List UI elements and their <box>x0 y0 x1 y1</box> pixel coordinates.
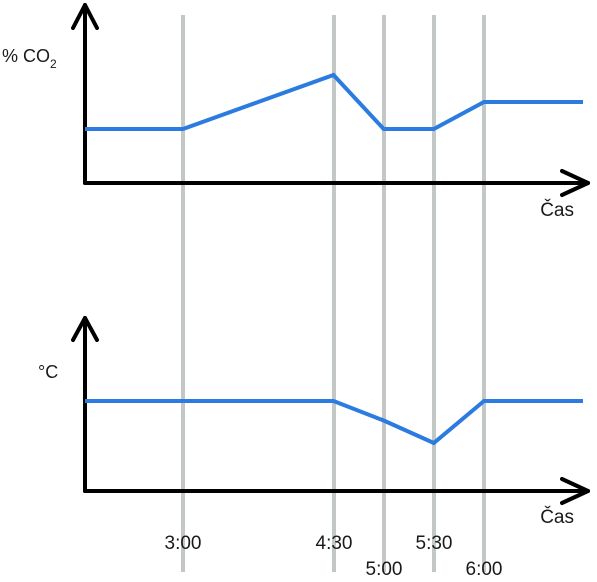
co2-x-axis-arrowhead <box>560 169 590 197</box>
temperature-series-line <box>85 399 583 446</box>
co2-x-label: Čas <box>540 199 574 221</box>
temp-x-axis-arrowhead <box>560 477 590 505</box>
temp-y-axis-arrowhead <box>71 316 99 342</box>
temperature-chart: °C Čas <box>38 316 590 528</box>
time-guide-lines <box>181 15 486 572</box>
co2-series-line <box>85 72 583 131</box>
tick-label-600: 6:00 <box>466 559 503 580</box>
co2-y-label: % CO2 <box>2 46 57 71</box>
tick-label-500: 5:00 <box>366 559 403 580</box>
temp-x-label: Čas <box>540 506 574 528</box>
temp-y-label: °C <box>38 362 58 382</box>
time-tick-labels: 3:00 4:30 5:00 5:30 6:00 <box>165 533 503 580</box>
co2-y-axis-arrowhead <box>71 3 99 30</box>
tick-label-300: 3:00 <box>165 533 202 554</box>
tick-label-430: 4:30 <box>316 533 353 554</box>
co2-chart: % CO2 Čas <box>2 3 590 221</box>
tick-label-530: 5:30 <box>416 533 453 554</box>
